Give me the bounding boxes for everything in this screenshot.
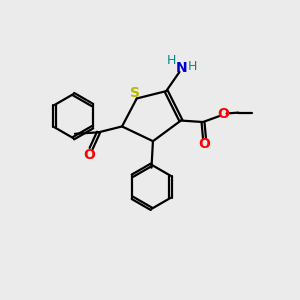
Text: S: S	[130, 86, 140, 100]
Text: H: H	[188, 60, 197, 73]
Text: N: N	[176, 61, 188, 75]
Text: O: O	[199, 137, 210, 151]
Text: H: H	[167, 54, 176, 67]
Text: O: O	[217, 107, 229, 121]
Text: O: O	[84, 148, 96, 162]
